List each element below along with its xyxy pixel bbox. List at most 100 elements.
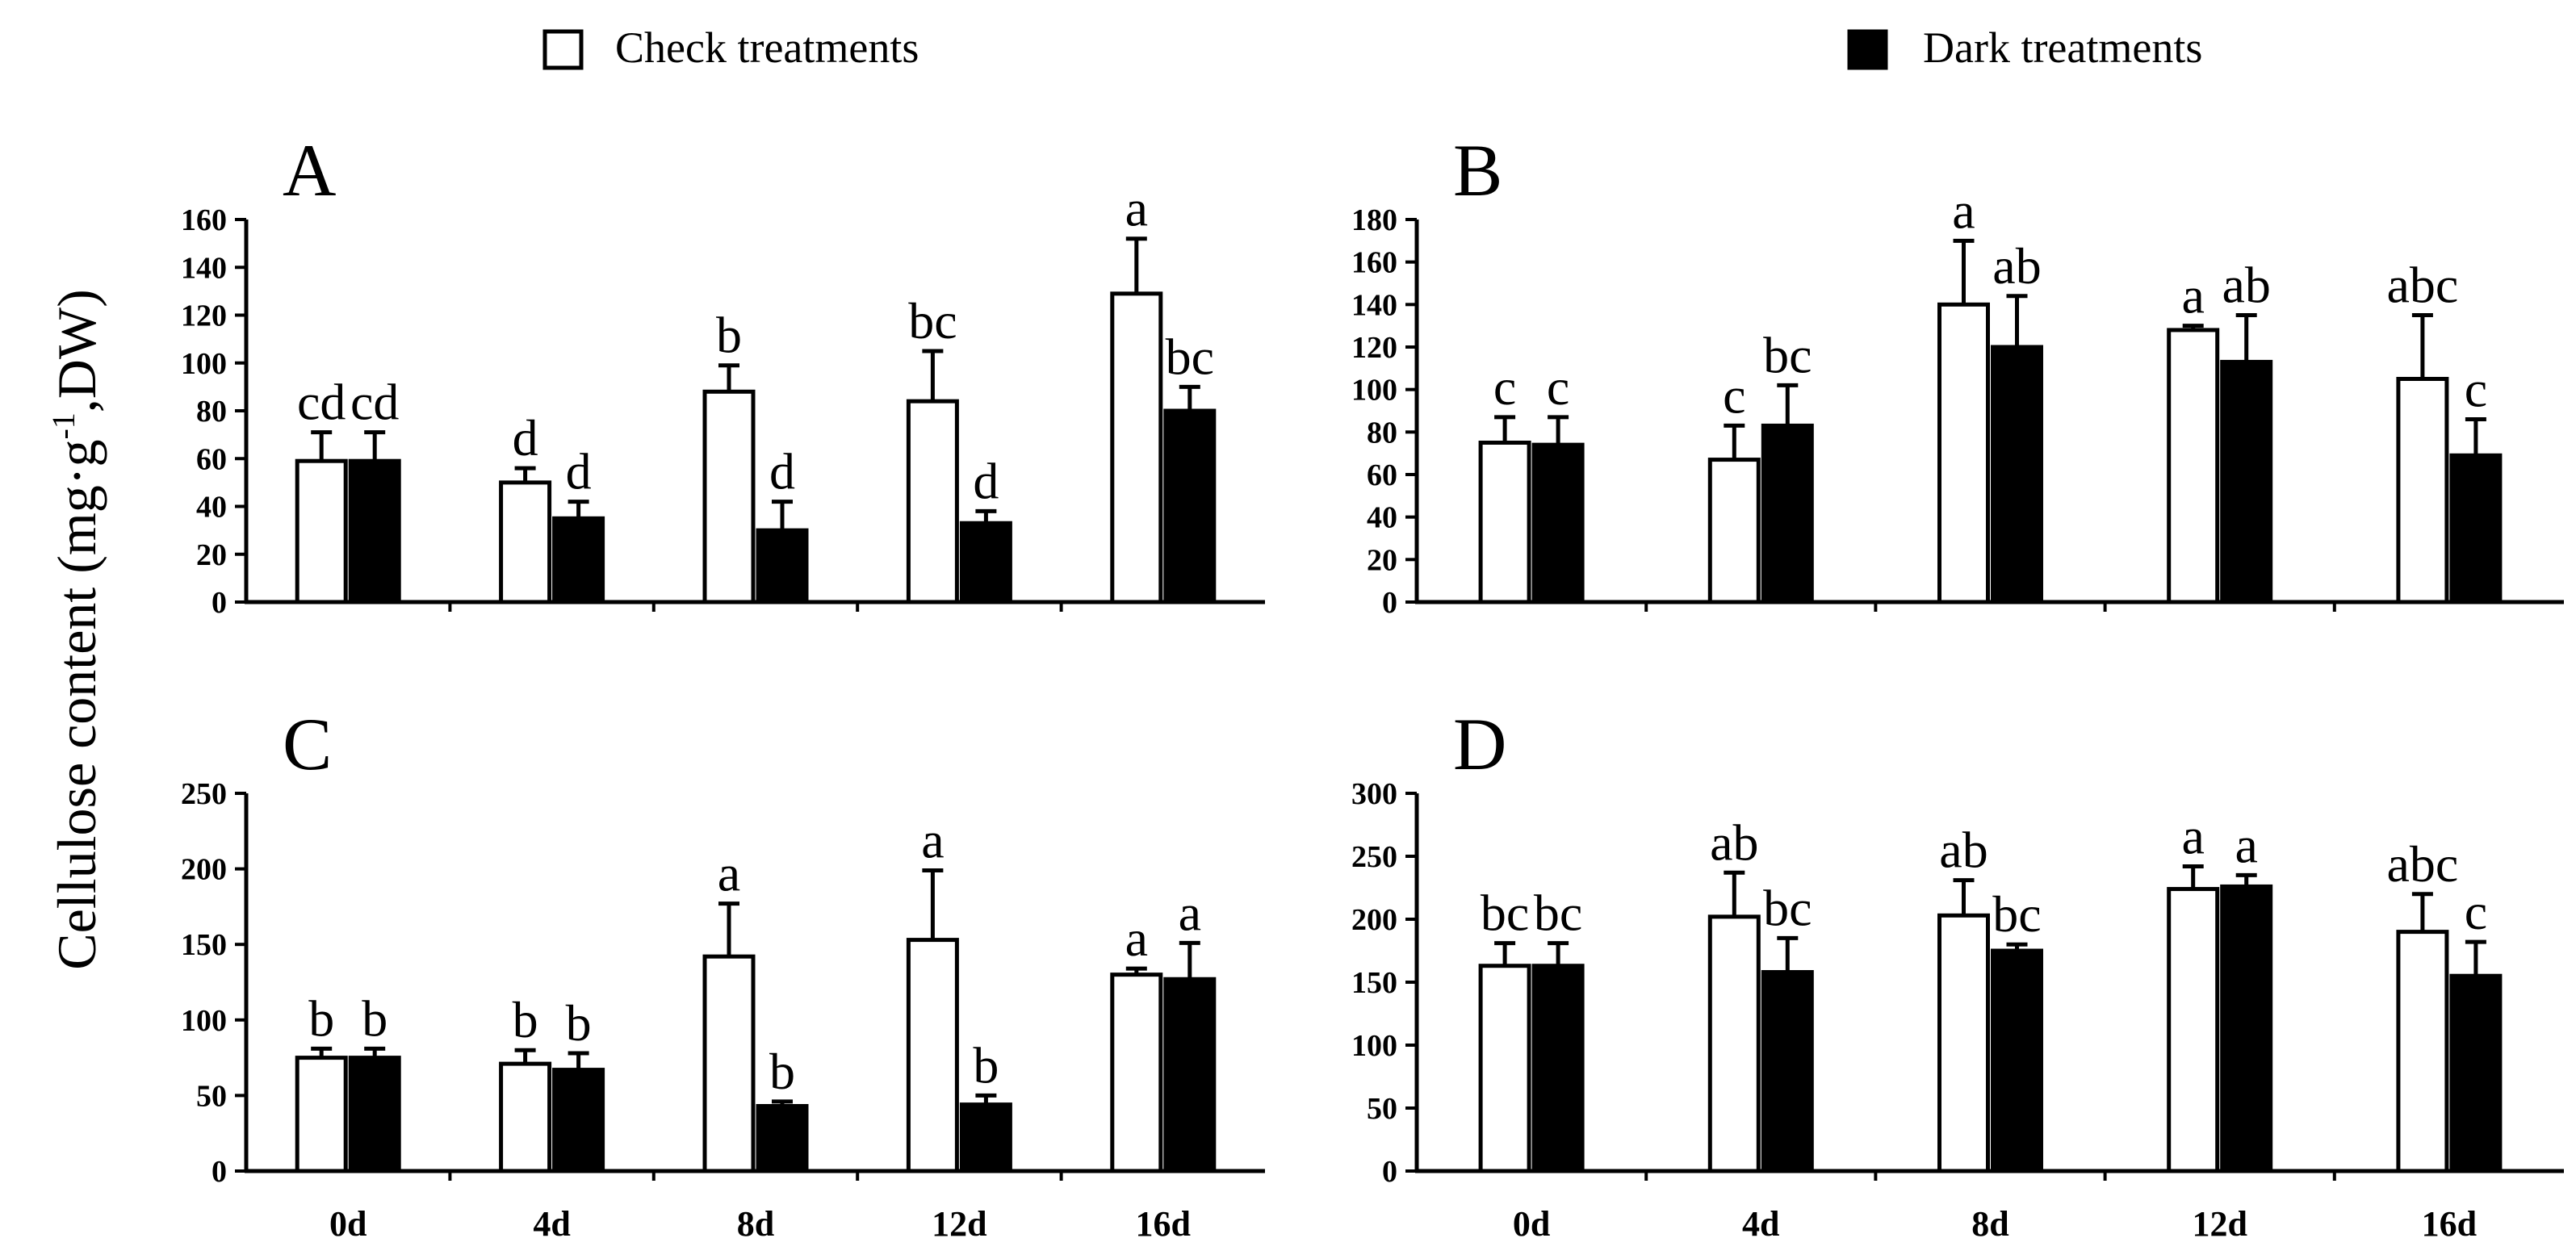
x-tick-label-d: 16d — [2422, 1204, 2477, 1244]
bar-c-check-16d — [1110, 972, 1163, 1173]
y-tick-label-b: 0 — [1382, 586, 1397, 620]
sig-label-d: bc — [1763, 879, 1812, 936]
y-tick-label-a: 40 — [196, 491, 227, 525]
bar-d-check-8d — [1937, 913, 1990, 1173]
sig-label-d: bc — [1481, 885, 1529, 942]
sig-label-d: ab — [1710, 814, 1758, 871]
bar-a-dark-8d — [756, 528, 809, 604]
sig-label-d: bc — [1534, 885, 1582, 942]
sig-label-a: bc — [1166, 328, 1214, 385]
sig-label-c: b — [769, 1043, 795, 1100]
y-tick-label-a: 100 — [181, 347, 227, 381]
y-tick-label-d: 200 — [1351, 903, 1397, 937]
y-tick-label-a: 0 — [212, 586, 227, 620]
legend-swatch-dark — [1847, 29, 1888, 70]
bar-b-check-16d — [2396, 377, 2449, 604]
bar-d-check-4d — [1707, 914, 1761, 1173]
sig-label-c: b — [973, 1036, 999, 1094]
y-tick-label-b: 80 — [1367, 416, 1397, 450]
y-tick-label-a: 80 — [196, 395, 227, 429]
y-tick-label-b: 120 — [1351, 331, 1397, 365]
sig-label-b: a — [2181, 267, 2204, 324]
bar-a-dark-0d — [348, 458, 401, 604]
bar-b-check-0d — [1478, 441, 1531, 604]
bar-c-dark-0d — [348, 1056, 401, 1173]
bar-a-dark-12d — [959, 521, 1012, 604]
sig-label-a: d — [769, 443, 795, 500]
bar-a-check-8d — [702, 389, 756, 604]
bar-d-check-12d — [2167, 887, 2220, 1173]
panel-label-a: A — [283, 129, 336, 211]
bar-d-dark-8d — [1991, 948, 2043, 1173]
bar-d-dark-4d — [1761, 970, 1814, 1173]
bar-a-check-12d — [906, 399, 959, 604]
bar-a-dark-16d — [1163, 408, 1217, 604]
y-axis-title: Cellulose content (mg·g-1,DW) — [45, 289, 107, 969]
sig-label-b: ab — [2222, 257, 2270, 314]
bar-b-dark-16d — [2449, 453, 2503, 604]
y-tick-label-c: 0 — [212, 1155, 227, 1189]
bar-b-dark-0d — [1531, 442, 1585, 604]
y-tick-label-a: 160 — [181, 203, 227, 237]
x-tick-label-c: 16d — [1136, 1204, 1191, 1244]
legend-label-dark: Dark treatments — [1923, 23, 2202, 72]
y-tick-label-d: 300 — [1351, 777, 1397, 811]
y-tick-label-c: 150 — [181, 928, 227, 962]
sig-label-a: cd — [297, 374, 346, 431]
y-tick-label-b: 40 — [1367, 501, 1397, 535]
bar-c-dark-16d — [1163, 977, 1217, 1173]
sig-label-c: a — [921, 811, 944, 868]
y-tick-label-a: 60 — [196, 442, 227, 476]
sig-label-b: c — [1723, 366, 1745, 424]
x-tick-label-c: 0d — [329, 1204, 367, 1244]
y-tick-label-a: 140 — [181, 251, 227, 285]
sig-label-b: c — [2465, 361, 2487, 418]
bar-b-check-8d — [1937, 302, 1990, 604]
bar-d-dark-12d — [2220, 884, 2273, 1173]
sig-label-a: d — [973, 452, 999, 509]
sig-label-d: ab — [1939, 822, 1987, 879]
sig-label-d: a — [2181, 807, 2204, 864]
sig-label-c: a — [718, 845, 740, 902]
sig-label-b: c — [1547, 358, 1569, 416]
sig-label-c: a — [1179, 884, 1201, 941]
y-tick-label-b: 100 — [1351, 374, 1397, 408]
y-tick-label-c: 250 — [181, 777, 227, 811]
bar-a-check-16d — [1110, 291, 1163, 604]
sig-label-a: d — [566, 443, 592, 500]
y-tick-label-c: 50 — [196, 1079, 227, 1113]
sig-label-d: c — [2465, 883, 2487, 940]
y-tick-label-b: 160 — [1351, 246, 1397, 280]
legend-swatch-check — [542, 29, 584, 70]
x-tick-label-c: 12d — [932, 1204, 986, 1244]
panel-label-b: B — [1453, 129, 1502, 211]
y-tick-label-c: 100 — [181, 1004, 227, 1038]
bar-c-check-4d — [499, 1061, 552, 1173]
bar-a-dark-4d — [552, 516, 605, 604]
bar-b-dark-12d — [2220, 359, 2273, 604]
y-tick-label-b: 60 — [1367, 458, 1397, 492]
bar-c-dark-4d — [552, 1068, 605, 1173]
bar-a-check-0d — [295, 458, 348, 604]
sig-label-d: bc — [1992, 885, 2041, 943]
x-tick-label-d: 4d — [1742, 1204, 1779, 1244]
sig-label-b: a — [1952, 182, 1975, 239]
sig-label-a: b — [716, 307, 742, 364]
y-tick-label-d: 0 — [1382, 1155, 1397, 1189]
x-tick-label-d: 0d — [1513, 1204, 1550, 1244]
y-tick-label-a: 20 — [196, 538, 227, 572]
panel-label-c: C — [283, 703, 332, 785]
y-tick-label-d: 250 — [1351, 840, 1397, 874]
sig-label-c: b — [308, 989, 334, 1047]
bar-d-dark-16d — [2449, 973, 2503, 1173]
bar-b-dark-4d — [1761, 423, 1814, 604]
bar-c-check-0d — [295, 1056, 348, 1173]
sig-label-b: c — [1493, 358, 1516, 416]
x-tick-label-c: 4d — [533, 1204, 570, 1244]
y-axis-title-main: Cellulose content (mg·g — [46, 440, 107, 970]
bar-b-dark-8d — [1991, 345, 2043, 604]
bar-b-check-12d — [2167, 328, 2220, 604]
